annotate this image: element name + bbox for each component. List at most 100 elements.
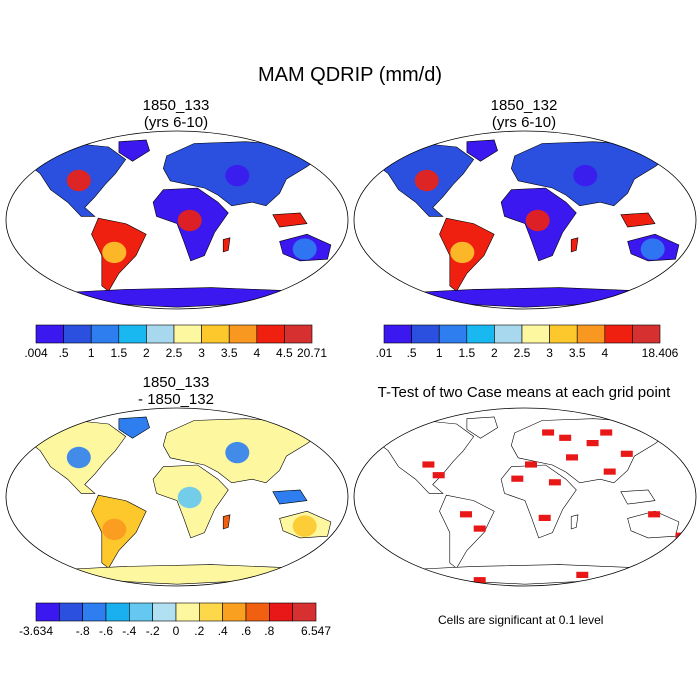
colorbar-2-swatch [438,324,468,344]
colorbar-2-swatch [521,324,550,344]
p4-sig-cell [460,511,472,518]
panel-1-title-line1: 1850_133 [142,97,210,114]
p1-north-america-shade [66,169,91,192]
p2-antarctica [384,287,669,308]
colorbar-2-label: .01 [376,346,393,360]
colorbar-2-swatch [604,324,633,344]
colorbar-2-swatch [549,324,578,344]
p4-antarctica [384,564,669,585]
p4-north-america [374,420,475,494]
p2-se-asia-islands [620,212,656,228]
p2-madagascar [570,237,579,253]
p4-sig-cell [432,472,445,479]
colorbar-1-label: 1.5 [110,346,127,360]
colorbar-3-label: 0 [173,624,180,638]
p2-north-america-shade [414,169,439,192]
p2-map [353,130,697,310]
p3-africa-shade [177,486,202,509]
colorbar-1-label: 3.5 [221,346,238,360]
p3-antarctica [36,564,321,585]
panel-4-title-line1: T-Test of two Case means at each grid po… [377,384,671,401]
colorbar-3-label: -.4 [122,624,136,638]
p3-greenland [118,416,150,439]
colorbar-3-label: .2 [194,624,204,638]
colorbar-3-label: -.6 [99,624,113,638]
colorbar-1-label: 3 [198,346,205,360]
colorbar-3-swatch [292,602,317,622]
colorbar-2-swatch [383,324,412,344]
colorbar-1-label: 20.71 [297,346,327,360]
p3-australia-shade [292,515,317,537]
p1-australia-shade [292,238,317,260]
p4-madagascar [570,514,579,530]
p1-madagascar [222,237,231,253]
p4-sig-cell [600,429,613,436]
colorbar-2-label: 2.5 [514,346,531,360]
p3-map-border [5,407,349,587]
colorbar-3-swatch [82,602,107,622]
colorbar-3-swatch [222,602,247,622]
colorbar-2-label: 4 [601,346,608,360]
p4-sig-cell [586,440,599,447]
colorbar-3-label: -.8 [76,624,90,638]
panel-2-title: 1850_132 (yrs 6-10) [374,97,674,131]
colorbar-2-swatch [494,324,523,344]
p1-greenland [118,139,150,162]
p4-greenland [466,416,498,439]
p4-sig-cell [603,468,616,475]
p4-sig-cell [542,429,555,436]
colorbar-3-label: -.2 [146,624,160,638]
p4-sig-cell [559,434,572,441]
p2-eurasia-shade [573,164,598,187]
p3-north-america-shade [66,446,91,469]
p4-south-america [439,494,495,569]
panel-4-title: T-Test of two Case means at each grid po… [344,384,700,401]
colorbar-1-swatch [146,324,175,344]
colorbar-3-swatch [199,602,223,622]
panel-1-title-line2: (yrs 6-10) [143,114,209,131]
p1-map-border [5,130,349,310]
colorbar-3-swatch [105,602,130,622]
p2-south-america-shade [450,241,475,264]
colorbar-3-label: -3.634 [19,624,53,638]
p4-sig-cell [511,475,524,482]
colorbar-3-swatch [35,602,60,622]
p1-se-asia-islands [272,212,308,228]
colorbar-2-label: 18.406 [642,346,679,360]
panel-3-title-line1: 1850_133 [142,374,210,391]
colorbar-3-swatch [152,602,177,622]
p2-map-border [353,130,697,310]
panel-3-title: 1850_133 - 1850_132 [26,374,326,408]
p1-antarctica [36,287,321,308]
panel-2-title-line2: (yrs 6-10) [491,114,557,131]
colorbar-1-swatch [35,324,64,344]
colorbar-3-label: 6.547 [301,624,331,638]
figure-title: MAM QDRIP (mm/d) [257,64,443,86]
colorbar-3-swatch [245,602,270,622]
colorbar-1-swatch [228,324,258,344]
p1-map [5,130,349,310]
p3-se-asia-islands [272,489,308,505]
colorbar-3-label: .4 [218,624,228,638]
colorbar-1-swatch [284,324,313,344]
p2-australia-shade [640,238,665,260]
p4-sig-cell [576,571,589,578]
colorbar-1-label: 4 [253,346,260,360]
p4-sig-cell [473,525,486,532]
colorbar-1: .004 .5 1 1.5 2 2.5 3 3.5 4 4.5 20.71 [24,324,327,360]
p4-sig-cell [620,450,633,457]
p1-south-america-shade [102,241,127,264]
colorbar-1-swatch [256,324,285,344]
colorbar-3-label: .6 [241,624,251,638]
colorbar-1-label: 2 [143,346,150,360]
significance-note: Cells are significant at 0.1 level [438,613,604,627]
p3-south-america-shade [102,518,127,541]
colorbar-2-label: 2 [491,346,498,360]
panel-2-title-line1: 1850_132 [490,97,558,114]
colorbar-2-label: 1.5 [458,346,475,360]
colorbar-2-swatch [576,324,606,344]
p1-africa-shade [177,209,202,232]
p1-eurasia-shade [225,164,250,187]
colorbar-2: .01 .5 1 1.5 2 2.5 3 3.5 4 18.406 [376,324,679,360]
